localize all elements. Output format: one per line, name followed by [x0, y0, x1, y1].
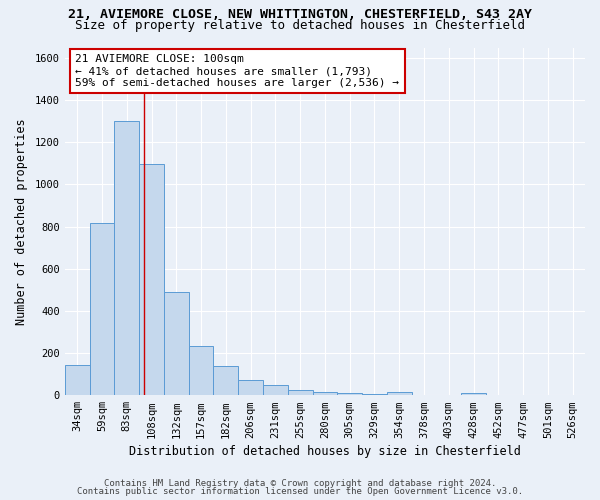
Y-axis label: Number of detached properties: Number of detached properties: [15, 118, 28, 324]
Bar: [65, 365, 89, 395]
Text: Contains HM Land Registry data © Crown copyright and database right 2024.: Contains HM Land Registry data © Crown c…: [104, 478, 496, 488]
Bar: [89, 224, 115, 395]
Bar: [115, 122, 139, 395]
Bar: [461, 393, 486, 395]
Bar: [288, 390, 313, 395]
Bar: [337, 393, 362, 395]
Text: 21 AVIEMORE CLOSE: 100sqm
← 41% of detached houses are smaller (1,793)
59% of se: 21 AVIEMORE CLOSE: 100sqm ← 41% of detac…: [75, 54, 399, 88]
Bar: [362, 394, 387, 395]
Bar: [313, 392, 337, 395]
Bar: [387, 392, 412, 395]
Bar: [412, 394, 436, 395]
Text: Size of property relative to detached houses in Chesterfield: Size of property relative to detached ho…: [75, 18, 525, 32]
X-axis label: Distribution of detached houses by size in Chesterfield: Distribution of detached houses by size …: [129, 444, 521, 458]
Bar: [214, 366, 238, 395]
Bar: [139, 164, 164, 395]
Bar: [188, 346, 214, 395]
Text: 21, AVIEMORE CLOSE, NEW WHITTINGTON, CHESTERFIELD, S43 2AY: 21, AVIEMORE CLOSE, NEW WHITTINGTON, CHE…: [68, 8, 532, 20]
Bar: [164, 292, 188, 395]
Bar: [263, 386, 288, 395]
Bar: [238, 380, 263, 395]
Text: Contains public sector information licensed under the Open Government Licence v3: Contains public sector information licen…: [77, 487, 523, 496]
